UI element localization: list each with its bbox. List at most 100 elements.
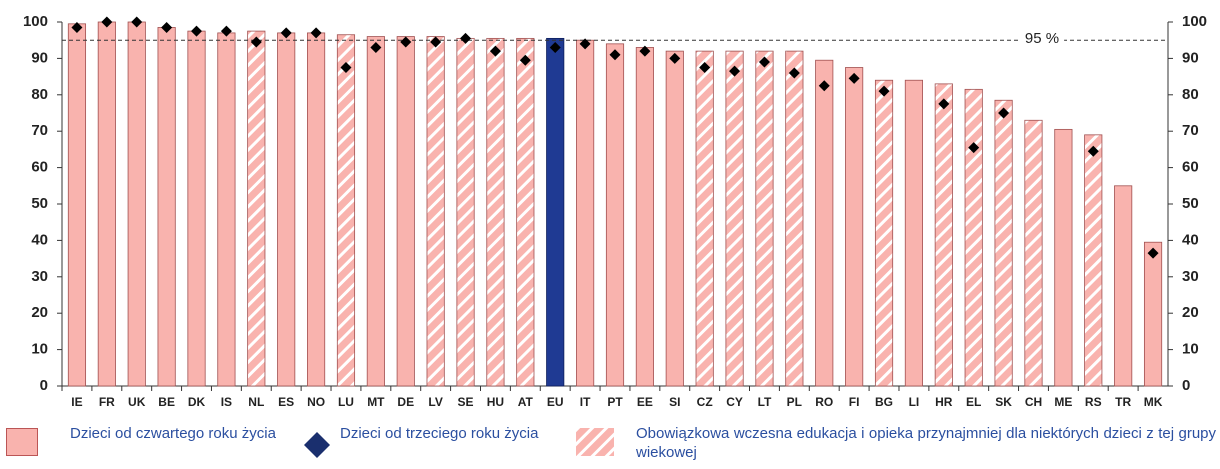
x-tick-label: BG — [875, 395, 893, 409]
x-tick-label: LU — [338, 395, 354, 409]
x-tick-label: IT — [580, 395, 591, 409]
bar — [396, 36, 415, 387]
marker — [71, 21, 83, 33]
y-tick-label: 100 — [23, 13, 48, 30]
x-tick-label: SE — [458, 395, 474, 409]
bar — [1084, 134, 1103, 387]
x-tick-label: SI — [669, 395, 680, 409]
y2-tick-label: 70 — [1182, 122, 1199, 139]
bar — [994, 99, 1013, 387]
x-tick-label: IE — [71, 395, 82, 409]
y2-tick-label: 30 — [1182, 268, 1199, 285]
y-tick-label: 80 — [31, 86, 48, 103]
bar — [845, 67, 864, 387]
y-tick-label: 50 — [31, 195, 48, 212]
bar — [247, 30, 266, 387]
x-tick-label: PL — [787, 395, 802, 409]
marker — [669, 52, 681, 64]
marker — [998, 107, 1010, 119]
x-tick-label: MT — [367, 395, 385, 409]
marker — [400, 36, 412, 48]
marker — [818, 80, 830, 92]
x-tick-label: MK — [1144, 395, 1163, 409]
marker — [101, 16, 113, 28]
marker — [340, 62, 352, 73]
y2-tick-label: 50 — [1182, 195, 1199, 212]
marker — [131, 16, 143, 28]
marker — [519, 54, 531, 66]
x-tick-label: HU — [487, 395, 504, 409]
bar — [1024, 119, 1043, 387]
y-tick-label: 10 — [31, 341, 48, 358]
bar — [516, 37, 535, 387]
x-tick-label: EL — [966, 395, 981, 409]
x-tick-label: IS — [221, 395, 232, 409]
marker — [370, 41, 382, 53]
legend-hatch — [576, 428, 614, 456]
x-tick-label: CH — [1025, 395, 1042, 409]
x-tick-label: LV — [428, 395, 442, 409]
marker — [699, 62, 711, 73]
bar — [605, 43, 625, 387]
bar — [307, 32, 326, 387]
bar — [217, 32, 236, 387]
marker — [968, 142, 980, 154]
bar — [695, 50, 714, 387]
y-tick-label: 30 — [31, 268, 48, 285]
x-tick-label: TR — [1115, 395, 1131, 409]
x-tick-label: PT — [607, 395, 623, 409]
x-tick-label: RS — [1085, 395, 1102, 409]
x-tick-label: UK — [128, 395, 146, 409]
y2-tick-label: 10 — [1182, 341, 1199, 358]
reference-label: 95 % — [1025, 30, 1059, 47]
y2-tick-label: 0 — [1182, 377, 1190, 394]
marker — [938, 98, 950, 110]
legend-label: Dzieci od czwartego roku życia — [70, 425, 276, 442]
marker — [878, 85, 890, 97]
legend-hatch-swatch — [576, 428, 614, 456]
bar — [1143, 241, 1163, 387]
x-tick-label: BE — [158, 395, 175, 409]
marker — [1147, 247, 1159, 259]
bar — [665, 50, 684, 387]
y2-tick-label: 20 — [1182, 304, 1199, 321]
reference-label-bg — [1019, 30, 1065, 48]
bar — [1114, 185, 1133, 387]
bar — [964, 88, 983, 387]
legend-diamond — [304, 432, 330, 458]
marker — [250, 36, 262, 48]
y-tick-label: 20 — [31, 304, 48, 321]
bar — [277, 32, 296, 387]
bar — [904, 79, 923, 387]
x-tick-label: DE — [397, 395, 414, 409]
x-tick-label: EU — [547, 395, 564, 409]
chart: 0 10 20 30 40 50 60 70 80 90 100 0 10 20 30 40 50 60 70 80 9… — [23, 13, 1207, 409]
bar — [366, 36, 385, 387]
y2-tick-label: 60 — [1182, 159, 1199, 176]
bar — [127, 21, 146, 387]
marker — [280, 27, 292, 39]
marker — [729, 65, 741, 77]
x-tick-label: LI — [909, 395, 920, 409]
x-tick-label: FI — [849, 395, 860, 409]
x-tick-label: ME — [1054, 395, 1072, 409]
x-tick-label: NL — [248, 395, 264, 409]
x-tick-label: EE — [637, 395, 653, 409]
x-tick-label: LT — [758, 395, 772, 409]
y-tick-label: 0 — [40, 377, 48, 394]
bar — [785, 50, 804, 387]
x-tick-label: SK — [995, 395, 1012, 409]
y-tick-label: 70 — [31, 122, 48, 139]
bar — [725, 50, 744, 387]
bar — [97, 21, 116, 387]
x-tick-label: NO — [307, 395, 325, 409]
y-tick-label: 40 — [31, 231, 48, 248]
bar — [426, 36, 445, 387]
marker — [848, 72, 860, 84]
legend-label: Obowiązkowa wczesna edukacja i opieka pr… — [636, 425, 1216, 461]
marker — [310, 27, 322, 39]
marker — [579, 38, 591, 50]
marker — [549, 41, 561, 53]
legend-swatch — [6, 428, 38, 456]
